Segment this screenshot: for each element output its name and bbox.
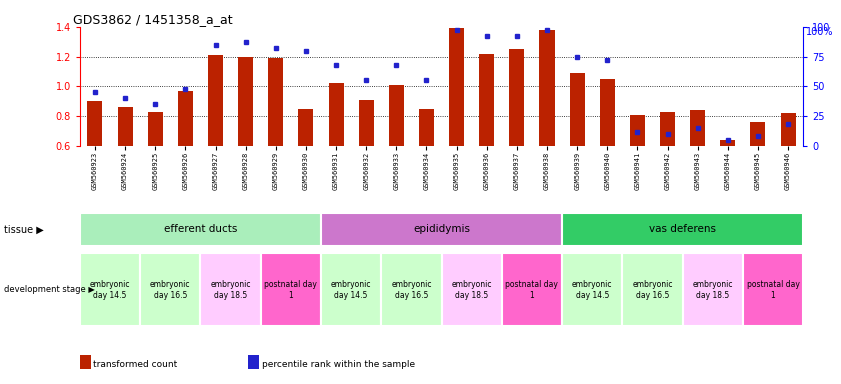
Bar xyxy=(80,253,140,326)
Bar xyxy=(419,109,434,146)
Bar xyxy=(358,100,373,146)
Bar xyxy=(449,28,464,146)
Bar xyxy=(743,253,803,326)
Bar xyxy=(562,253,622,326)
Text: embryonic
day 16.5: embryonic day 16.5 xyxy=(150,280,191,300)
Bar xyxy=(660,112,675,146)
Text: embryonic
day 18.5: embryonic day 18.5 xyxy=(692,280,733,300)
Bar xyxy=(238,56,253,146)
Text: development stage ▶: development stage ▶ xyxy=(4,285,95,295)
Bar xyxy=(630,115,645,146)
Text: postnatal day
1: postnatal day 1 xyxy=(505,280,558,300)
Bar xyxy=(389,85,404,146)
Text: 100%: 100% xyxy=(806,27,833,37)
Bar xyxy=(381,253,442,326)
Bar xyxy=(321,253,381,326)
Text: embryonic
day 14.5: embryonic day 14.5 xyxy=(331,280,372,300)
Bar xyxy=(750,122,765,146)
Bar xyxy=(268,58,283,146)
Text: vas deferens: vas deferens xyxy=(649,224,717,235)
Bar xyxy=(569,73,584,146)
Bar xyxy=(442,253,502,326)
Text: embryonic
day 16.5: embryonic day 16.5 xyxy=(391,280,431,300)
Text: embryonic
day 14.5: embryonic day 14.5 xyxy=(90,280,130,300)
Bar xyxy=(562,213,803,246)
Text: epididymis: epididymis xyxy=(413,224,470,235)
Bar xyxy=(87,101,103,146)
Text: transformed count: transformed count xyxy=(93,360,177,369)
Bar xyxy=(118,107,133,146)
Bar xyxy=(780,113,796,146)
Bar xyxy=(148,112,163,146)
Text: percentile rank within the sample: percentile rank within the sample xyxy=(262,360,415,369)
Bar xyxy=(177,91,193,146)
Bar xyxy=(600,79,615,146)
Bar xyxy=(208,55,223,146)
Bar xyxy=(479,54,495,146)
Bar xyxy=(80,213,321,246)
Bar xyxy=(539,30,554,146)
Text: embryonic
day 16.5: embryonic day 16.5 xyxy=(632,280,673,300)
Bar xyxy=(321,213,562,246)
Bar xyxy=(140,253,200,326)
Text: efferent ducts: efferent ducts xyxy=(164,224,237,235)
Text: tissue ▶: tissue ▶ xyxy=(4,224,44,235)
Text: postnatal day
1: postnatal day 1 xyxy=(747,280,800,300)
Bar xyxy=(720,140,735,146)
Bar xyxy=(690,110,706,146)
Text: GDS3862 / 1451358_a_at: GDS3862 / 1451358_a_at xyxy=(72,13,232,26)
Bar xyxy=(510,49,525,146)
Text: postnatal day
1: postnatal day 1 xyxy=(264,280,317,300)
Bar xyxy=(622,253,683,326)
Bar xyxy=(261,253,321,326)
Bar xyxy=(299,109,314,146)
Bar xyxy=(683,253,743,326)
Text: embryonic
day 18.5: embryonic day 18.5 xyxy=(452,280,492,300)
Bar xyxy=(200,253,261,326)
Text: embryonic
day 18.5: embryonic day 18.5 xyxy=(210,280,251,300)
Bar xyxy=(502,253,562,326)
Bar xyxy=(329,83,344,146)
Text: embryonic
day 14.5: embryonic day 14.5 xyxy=(572,280,612,300)
